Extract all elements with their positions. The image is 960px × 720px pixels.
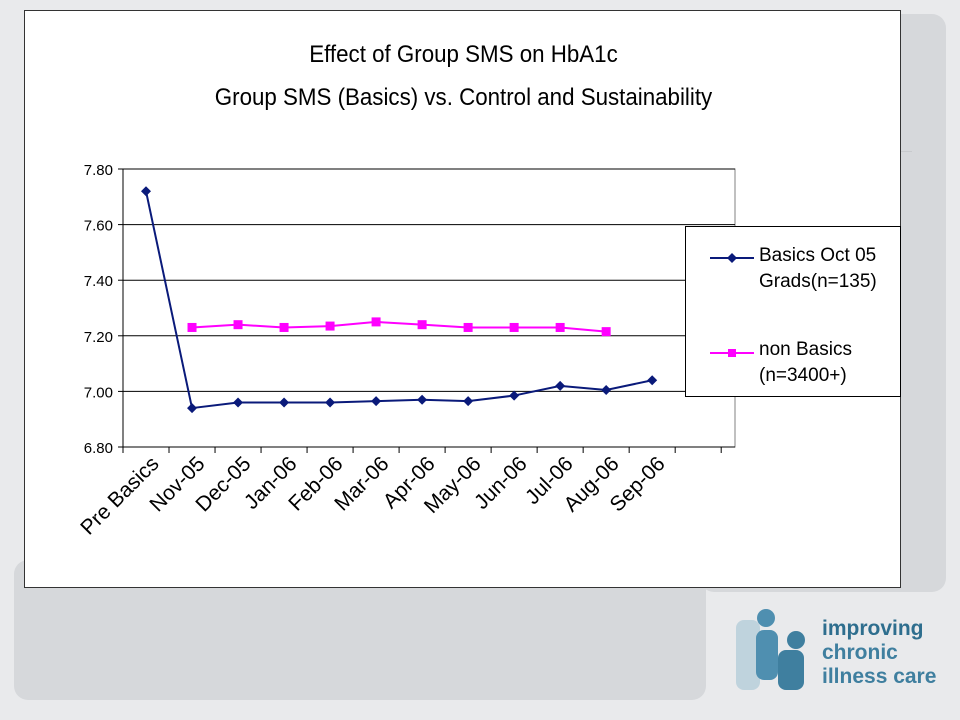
data-point-nonbasics [509,322,519,332]
data-point-basics [325,397,336,408]
data-point-basics [647,375,658,386]
data-point-nonbasics [371,317,381,327]
legend-label-basics: Basics Oct 05 Grads(n=135) [759,245,877,292]
series-line-1 [191,320,607,333]
data-point-basics [371,396,382,407]
logo-word-improving: improving [822,617,924,640]
y-tick-label: 6.80 [84,440,113,457]
data-point-nonbasics [279,322,289,332]
legend-swatch-basics [710,253,754,263]
legend-swatch-nonbasics [710,349,754,357]
data-point-basics [141,186,152,197]
data-point-nonbasics [233,320,243,330]
data-point-nonbasics [601,327,611,337]
chart-frame: Effect of Group SMS on HbA1c Group SMS (… [24,10,901,588]
chart-legend: Basics Oct 05 Grads(n=135) non Basics (n… [685,226,901,397]
data-point-nonbasics [325,321,335,331]
chart-subtitle: Group SMS (Basics) vs. Control and Susta… [214,84,713,111]
data-point-basics [187,403,198,414]
data-point-nonbasics [187,322,197,332]
data-point-basics [601,385,612,396]
data-point-basics [279,397,290,408]
legend-label-nonbasics: non Basics (n=3400+) [759,339,852,386]
data-point-basics [233,397,244,408]
data-point-basics [463,396,474,407]
data-point-nonbasics [463,322,473,332]
x-tick-label: Jun-06 [470,452,532,514]
data-point-basics [555,380,566,391]
y-tick-label: 7.40 [84,273,113,290]
data-point-nonbasics [417,320,427,330]
data-point-basics [417,394,428,405]
y-tick-label: 7.20 [84,329,113,346]
y-tick-label: 7.00 [84,384,113,401]
y-tick-label: 7.60 [84,218,113,235]
y-tick-label: 7.80 [84,162,113,179]
chart-title: Effect of Group SMS on HbA1c [309,41,618,68]
logo-word-chronic: chronic [822,641,898,664]
logo-text: improving chronic illness care [822,617,936,689]
logo-word-illness-care: illness care [822,665,937,688]
people-puzzle-icon [736,609,805,690]
data-point-nonbasics [555,322,565,332]
series-line-0 [145,191,653,410]
data-point-basics [509,390,520,401]
